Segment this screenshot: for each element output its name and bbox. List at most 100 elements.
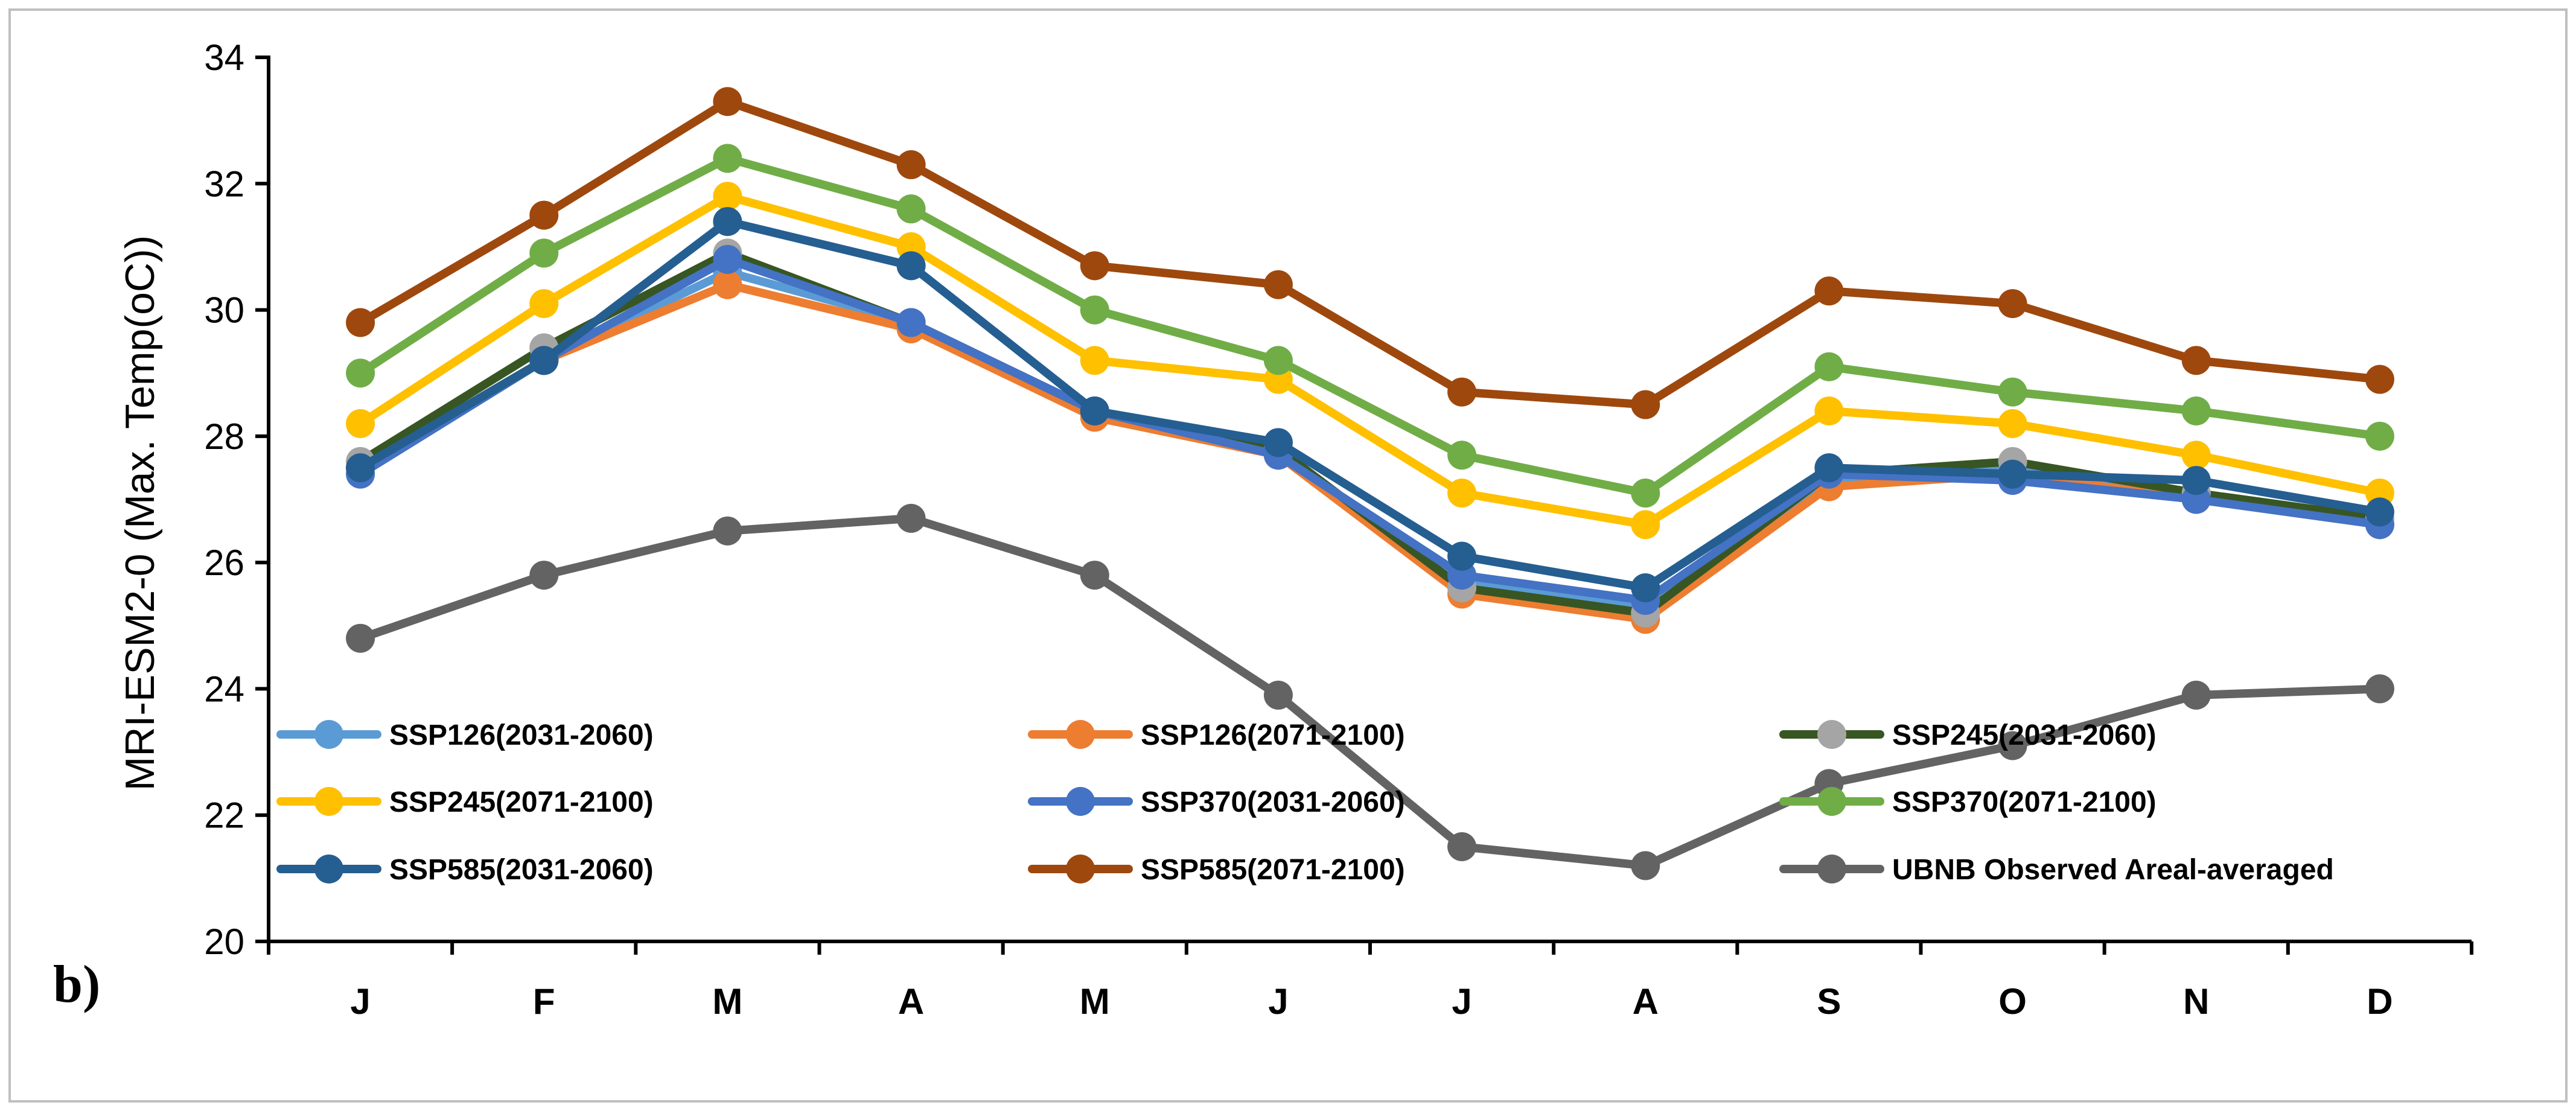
series-4	[346, 244, 2394, 615]
data-point	[2181, 396, 2211, 425]
data-point	[896, 150, 926, 179]
legend-label: SSP585(2071-2100)	[1141, 854, 1405, 886]
x-tick-label: O	[1998, 981, 2027, 1022]
legend-label: UBNB Observed Areal-averaged	[1892, 854, 2334, 886]
x-tick-label: J	[1268, 981, 1288, 1022]
data-point	[346, 358, 375, 388]
legend-marker	[1817, 787, 1846, 816]
data-point	[1814, 276, 1844, 306]
series-layer	[346, 87, 2394, 880]
data-point	[713, 270, 742, 299]
legend-label: SSP245(2031-2060)	[1892, 719, 2157, 751]
legend-label: SSP370(2071-2100)	[1892, 786, 2157, 818]
data-point	[346, 308, 375, 337]
data-point	[1263, 270, 1293, 299]
x-tick-label: N	[2183, 981, 2209, 1022]
data-point	[1263, 680, 1293, 710]
series-8	[346, 503, 2394, 880]
data-point	[1263, 428, 1293, 457]
x-tick-label: J	[1452, 981, 1471, 1022]
data-point	[529, 289, 559, 319]
chart-frame	[8, 8, 2568, 1103]
legend-item: SSP245(2071-2100)	[276, 786, 654, 818]
y-tick-label: 24	[204, 669, 244, 709]
legend-marker	[1066, 787, 1095, 816]
y-tick-label: 22	[204, 795, 244, 836]
data-point	[529, 238, 559, 268]
y-tick-label: 20	[204, 922, 244, 962]
legend-item: UBNB Observed Areal-averaged	[1779, 854, 2334, 886]
data-point	[1080, 561, 1109, 590]
legend-marker	[314, 720, 343, 749]
data-point	[1631, 510, 1660, 540]
data-point	[1263, 346, 1293, 375]
data-point	[2365, 497, 2394, 527]
data-point	[346, 623, 375, 653]
data-point	[1080, 346, 1109, 375]
series-5	[346, 144, 2394, 508]
x-tick-label: A	[1633, 981, 1659, 1022]
legend-label: SSP245(2071-2100)	[389, 786, 654, 818]
series-line	[356, 97, 2384, 409]
data-point	[896, 251, 926, 281]
x-tick-label: J	[350, 981, 370, 1022]
legend-marker	[1066, 855, 1095, 883]
data-point	[529, 200, 559, 230]
series-6	[346, 207, 2394, 602]
legend-item: SSP585(2031-2060)	[276, 854, 654, 886]
data-point	[1447, 441, 1477, 470]
y-tick-label: 26	[204, 543, 244, 583]
legend-marker	[314, 855, 343, 883]
data-point	[2365, 421, 2394, 451]
legend-item: SSP370(2031-2060)	[1028, 786, 1405, 818]
data-point	[1998, 377, 2027, 407]
legend-label: SSP126(2031-2060)	[389, 719, 654, 751]
data-point	[1998, 459, 2027, 489]
legend-label: SSP585(2031-2060)	[389, 854, 654, 886]
legend-label: SSP126(2071-2100)	[1141, 719, 1405, 751]
legend-item: SSP245(2031-2060)	[1779, 719, 2157, 751]
data-point	[896, 503, 926, 533]
x-tick-label: A	[898, 981, 924, 1022]
legend-marker	[1066, 720, 1095, 749]
data-point	[1631, 479, 1660, 508]
data-point	[896, 194, 926, 224]
data-point	[1447, 377, 1477, 407]
data-point	[1631, 851, 1660, 880]
data-point	[1631, 390, 1660, 419]
y-tick-label: 32	[204, 164, 244, 204]
data-point	[529, 561, 559, 590]
series-line	[356, 154, 2384, 498]
data-point	[1080, 295, 1109, 325]
legend-item: SSP126(2071-2100)	[1028, 719, 1405, 751]
data-point	[1814, 396, 1844, 425]
series-7	[346, 87, 2394, 419]
series-line	[356, 217, 2384, 592]
data-point	[1998, 731, 2027, 760]
x-tick-label: S	[1817, 981, 1841, 1022]
series-line	[356, 514, 2384, 870]
x-tick-label: F	[533, 981, 555, 1022]
data-point	[2365, 674, 2394, 704]
data-point	[1814, 352, 1844, 381]
legend-marker	[1817, 855, 1846, 883]
y-tick-label: 34	[204, 37, 244, 78]
legend-item: SSP585(2071-2100)	[1028, 854, 1405, 886]
data-point	[713, 87, 742, 116]
axes: 20 22 24 26 28 30 32 34 J F M A M J J A S O N D	[204, 37, 2473, 1022]
data-point	[1447, 832, 1477, 862]
series-line	[356, 255, 2384, 605]
y-axis-label: MRI-ESM2-0 (Max. Temp(oC))	[117, 235, 163, 791]
data-point	[713, 207, 742, 237]
x-tick-label: D	[2367, 981, 2393, 1022]
data-point	[529, 346, 559, 375]
y-tick-label: 30	[204, 290, 244, 331]
legend-marker	[314, 787, 343, 816]
legend-marker	[1817, 720, 1846, 749]
data-point	[1080, 251, 1109, 281]
data-point	[1080, 396, 1109, 425]
panel-label: b)	[53, 955, 100, 1014]
x-tick-label: M	[712, 981, 742, 1022]
data-point	[1631, 573, 1660, 602]
